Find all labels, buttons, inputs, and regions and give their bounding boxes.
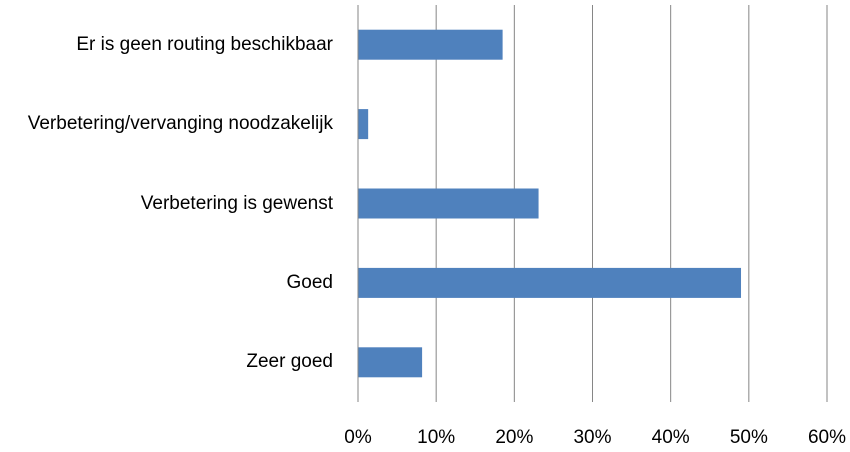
y-tick-label: Zeer goed xyxy=(246,351,333,373)
x-tick-label: 0% xyxy=(344,427,372,448)
x-tick-label: 30% xyxy=(573,427,611,448)
x-tick-label: 60% xyxy=(808,427,846,448)
y-tick-label: Er is geen routing beschikbaar xyxy=(76,33,333,55)
category-label-box: Verbetering is gewenst xyxy=(3,188,333,220)
x-tick-label: 20% xyxy=(495,427,533,448)
y-tick-label: Verbetering is gewenst xyxy=(140,192,333,214)
bar xyxy=(358,188,539,219)
x-tick-label: 40% xyxy=(652,427,690,448)
y-tick-label: Verbetering/vervanging noodzakelijk xyxy=(27,113,333,135)
bar xyxy=(358,347,423,378)
category-label-box: Verbetering/vervanging noodzakelijk xyxy=(3,108,333,140)
y-tick-label: Goed xyxy=(286,271,333,293)
bar xyxy=(358,109,369,140)
bar xyxy=(358,29,503,60)
category-label-box: Goed xyxy=(3,267,333,299)
x-tick-label: 10% xyxy=(417,427,455,448)
x-tick-label: 50% xyxy=(730,427,768,448)
category-label-box: Zeer goed xyxy=(3,346,333,378)
bar xyxy=(358,267,742,298)
category-label-box: Er is geen routing beschikbaar xyxy=(3,29,333,61)
